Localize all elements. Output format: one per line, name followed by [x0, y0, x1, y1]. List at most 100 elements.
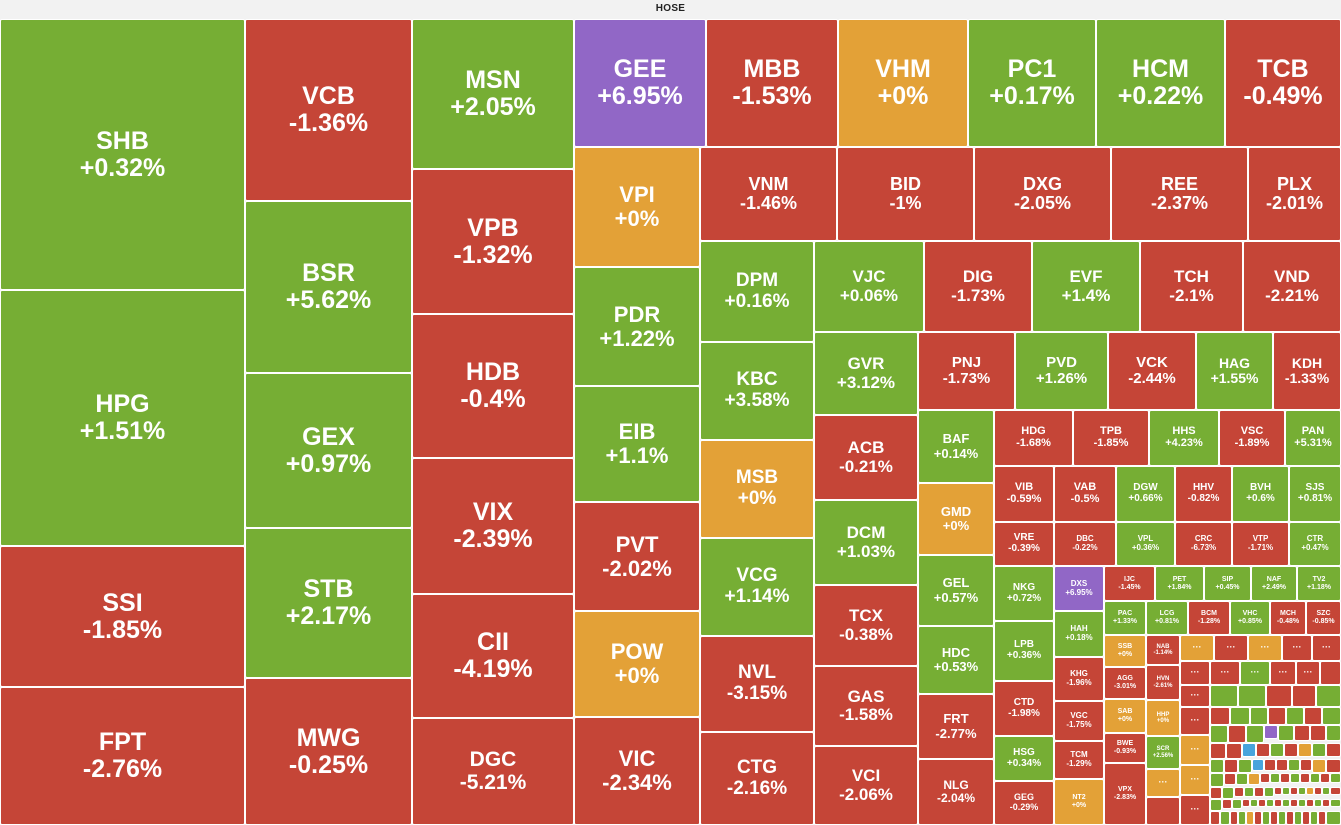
minor-stock-tile[interactable]: ···	[1180, 635, 1214, 661]
tile-tch[interactable]: TCH -2.1%	[1140, 241, 1243, 332]
tile-vpl[interactable]: VPL +0.36%	[1116, 522, 1175, 566]
tile-vsc[interactable]: VSC -1.89%	[1219, 410, 1285, 466]
minor-stock-tile[interactable]	[1318, 811, 1326, 825]
tile-vnd[interactable]: VND -2.21%	[1243, 241, 1341, 332]
minor-stock-tile[interactable]	[1210, 799, 1222, 811]
tile-pow[interactable]: POW +0%	[574, 611, 700, 717]
tile-vpx[interactable]: VPX -2.83%	[1104, 763, 1146, 825]
tile-ctd[interactable]: CTD -1.98%	[994, 681, 1054, 736]
tile-hvn[interactable]: HVN -2.61%	[1146, 665, 1180, 700]
minor-stock-tile[interactable]	[1282, 787, 1290, 795]
minor-stock-tile[interactable]	[1266, 799, 1274, 807]
minor-stock-tile[interactable]	[1210, 773, 1224, 787]
tile-bwe[interactable]: BWE -0.93%	[1104, 733, 1146, 763]
minor-stock-tile[interactable]	[1264, 725, 1278, 739]
tile-lpb[interactable]: LPB +0.36%	[994, 621, 1054, 681]
tile-ree[interactable]: REE -2.37%	[1111, 147, 1248, 241]
tile-nlg[interactable]: NLG -2.04%	[918, 759, 994, 825]
tile-dpm[interactable]: DPM +0.16%	[700, 241, 814, 342]
minor-stock-tile[interactable]	[1236, 773, 1248, 785]
tile-gel[interactable]: GEL +0.57%	[918, 555, 994, 626]
minor-stock-tile[interactable]	[1220, 811, 1230, 825]
tile-nt2[interactable]: NT2 +0%	[1054, 779, 1104, 825]
tile-shb[interactable]: SHB +0.32%	[0, 19, 245, 290]
minor-stock-tile[interactable]	[1304, 707, 1322, 725]
minor-stock-tile[interactable]	[1312, 759, 1326, 773]
tile-crc[interactable]: CRC -6.73%	[1175, 522, 1232, 566]
tile-nab[interactable]: NAB -1.14%	[1146, 635, 1180, 665]
minor-stock-tile[interactable]	[1326, 759, 1341, 773]
minor-stock-tile[interactable]	[1282, 799, 1290, 807]
minor-stock-tile[interactable]	[1224, 759, 1238, 773]
minor-stock-tile[interactable]: ···	[1282, 635, 1312, 661]
minor-stock-tile[interactable]	[1326, 811, 1341, 825]
minor-stock-tile[interactable]	[1284, 743, 1298, 757]
minor-stock-tile[interactable]	[1302, 811, 1310, 825]
tile-tcb[interactable]: TCB -0.49%	[1225, 19, 1341, 147]
tile-vnm[interactable]: VNM -1.46%	[700, 147, 837, 241]
minor-stock-tile[interactable]	[1210, 725, 1228, 743]
minor-stock-tile[interactable]	[1310, 773, 1320, 783]
tile-tv2[interactable]: TV2 +1.18%	[1297, 566, 1341, 601]
tile-gmd[interactable]: GMD +0%	[918, 483, 994, 555]
minor-stock-tile[interactable]	[1266, 685, 1292, 707]
tile-bsr[interactable]: BSR +5.62%	[245, 201, 412, 373]
tile-bid[interactable]: BID -1%	[837, 147, 974, 241]
minor-stock-tile[interactable]	[1276, 759, 1288, 771]
minor-stock-tile[interactable]	[1326, 725, 1341, 741]
minor-stock-tile[interactable]	[1294, 811, 1302, 825]
minor-stock-tile[interactable]	[1290, 787, 1298, 795]
tile-dbc[interactable]: DBC -0.22%	[1054, 522, 1116, 566]
minor-stock-tile[interactable]: ···	[1214, 635, 1248, 661]
minor-stock-tile[interactable]	[1294, 725, 1310, 741]
tile-plx[interactable]: PLX -2.01%	[1248, 147, 1341, 241]
minor-stock-tile[interactable]	[1298, 787, 1306, 795]
minor-stock-tile[interactable]	[1270, 743, 1284, 757]
tile-bcm[interactable]: BCM -1.28%	[1188, 601, 1230, 635]
minor-stock-tile[interactable]	[1210, 707, 1230, 725]
tile-hah[interactable]: HAH +0.18%	[1054, 611, 1104, 657]
tile-pan[interactable]: PAN +5.31%	[1285, 410, 1341, 466]
tile-lcg[interactable]: LCG +0.81%	[1146, 601, 1188, 635]
tile-mbb[interactable]: MBB -1.53%	[706, 19, 838, 147]
tile-vjc[interactable]: VJC +0.06%	[814, 241, 924, 332]
minor-stock-tile[interactable]	[1286, 811, 1294, 825]
tile-dgc[interactable]: DGC -5.21%	[412, 718, 574, 825]
minor-stock-tile[interactable]	[1228, 725, 1246, 743]
tile-vck[interactable]: VCK -2.44%	[1108, 332, 1196, 410]
minor-stock-tile[interactable]	[1222, 787, 1234, 799]
minor-stock-tile[interactable]	[1226, 743, 1242, 759]
tile-vtp[interactable]: VTP -1.71%	[1232, 522, 1289, 566]
minor-stock-tile[interactable]	[1310, 725, 1326, 741]
tile-acb[interactable]: ACB -0.21%	[814, 415, 918, 500]
tile-vic[interactable]: VIC -2.34%	[574, 717, 700, 825]
minor-stock-tile[interactable]	[1298, 743, 1312, 757]
tile-szc[interactable]: SZC -0.85%	[1306, 601, 1341, 635]
tile-tcm[interactable]: TCM -1.29%	[1054, 741, 1104, 779]
tile-msn[interactable]: MSN +2.05%	[412, 19, 574, 169]
tile-sjs[interactable]: SJS +0.81%	[1289, 466, 1341, 522]
minor-stock-tile[interactable]	[1274, 799, 1282, 807]
tile-vpi[interactable]: VPI +0%	[574, 147, 700, 267]
minor-stock-tile[interactable]	[1258, 799, 1266, 807]
tile-vpb[interactable]: VPB -1.32%	[412, 169, 574, 314]
minor-stock-tile[interactable]	[1280, 773, 1290, 783]
minor-stock-tile[interactable]	[1250, 707, 1268, 725]
tile-vib[interactable]: VIB -0.59%	[994, 466, 1054, 522]
minor-stock-tile[interactable]	[1210, 759, 1224, 773]
tile-vgc[interactable]: VGC -1.75%	[1054, 701, 1104, 741]
minor-stock-tile[interactable]	[1330, 787, 1341, 795]
tile-dig[interactable]: DIG -1.73%	[924, 241, 1032, 332]
minor-stock-tile[interactable]	[1298, 799, 1306, 807]
tile-geg[interactable]: GEG -0.29%	[994, 781, 1054, 825]
minor-stock-tile[interactable]	[1320, 661, 1341, 685]
minor-stock-tile[interactable]	[1270, 811, 1278, 825]
tile-kbc[interactable]: KBC +3.58%	[700, 342, 814, 440]
tile-dxg[interactable]: DXG -2.05%	[974, 147, 1111, 241]
minor-stock-tile[interactable]	[1310, 811, 1318, 825]
tile-hcm[interactable]: HCM +0.22%	[1096, 19, 1225, 147]
minor-stock-tile[interactable]	[1246, 725, 1264, 743]
tile-tcx[interactable]: TCX -0.38%	[814, 585, 918, 666]
minor-stock-tile[interactable]	[1330, 773, 1341, 783]
minor-stock-tile[interactable]	[1250, 799, 1258, 807]
